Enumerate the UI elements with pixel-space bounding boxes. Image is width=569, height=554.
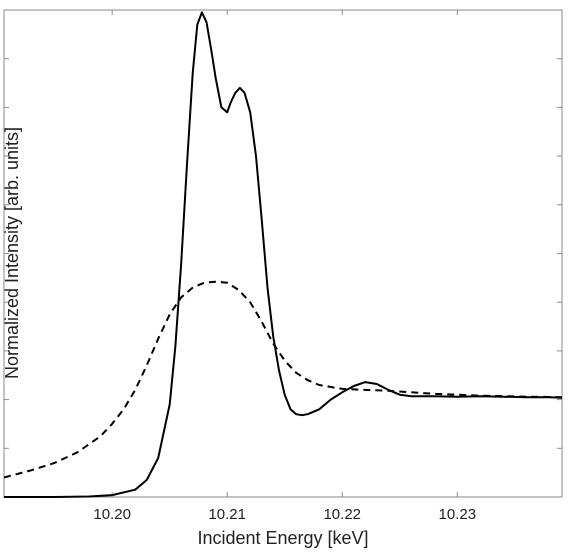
x-axis-label: Incident Energy [keV]	[197, 528, 368, 548]
plot-frame	[3, 9, 563, 498]
series-group	[3, 11, 563, 498]
series-solid-line	[4, 11, 563, 498]
series-dashed-line	[3, 280, 563, 479]
x-tick-label: 10.21	[208, 506, 246, 523]
x-tick-label: 10.22	[323, 506, 361, 523]
x-tick-label: 10.20	[93, 506, 131, 523]
x-tick-label: 10.23	[439, 506, 477, 523]
y-axis-label: Normalized Intensity [arb. units]	[2, 127, 22, 379]
x-axis-ticks: 10.20 10.21 10.22 10.23	[93, 10, 476, 523]
y-axis-ticks	[4, 9, 562, 449]
